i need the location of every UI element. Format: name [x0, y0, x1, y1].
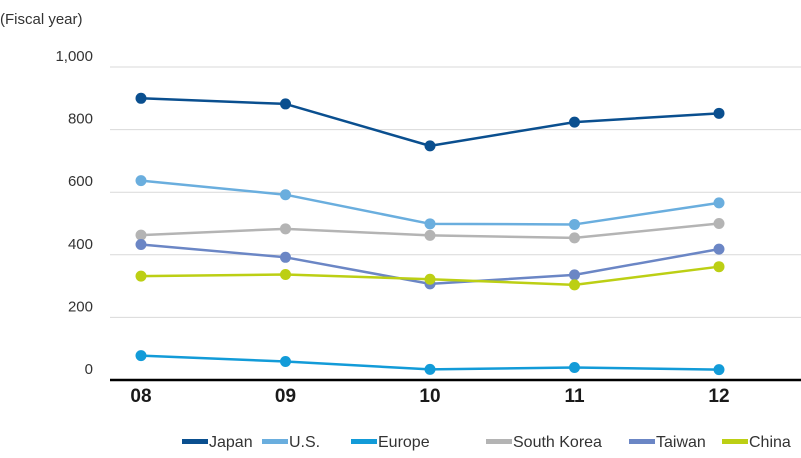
- series-japan: [135, 92, 725, 152]
- data-point: [280, 251, 291, 263]
- data-point: [569, 279, 580, 291]
- legend-swatch: [629, 439, 655, 444]
- legend-swatch: [262, 439, 288, 444]
- data-point: [713, 197, 725, 209]
- data-point: [424, 273, 436, 285]
- y-axis-ticks: 0 200 400 600 800 1,000: [55, 48, 93, 378]
- gridlines: [110, 66, 801, 382]
- legend-swatch: [351, 439, 377, 444]
- data-point: [713, 107, 725, 119]
- legend-swatch: [722, 439, 748, 444]
- data-point: [424, 363, 436, 375]
- data-point: [569, 116, 580, 128]
- data-point: [713, 243, 725, 255]
- data-point: [135, 350, 147, 362]
- data-point: [280, 189, 291, 201]
- x-tick-label: 11: [564, 386, 585, 407]
- data-point: [424, 218, 436, 230]
- legend-label: South Korea: [513, 434, 602, 451]
- legend-item: Europe: [351, 434, 430, 451]
- data-point: [280, 269, 291, 281]
- legend-item: China: [722, 434, 791, 451]
- data-point: [713, 218, 725, 229]
- data-point: [135, 270, 147, 282]
- legend: Japan U.S. Europe South Korea Taiwan China: [182, 434, 791, 451]
- legend-label: Europe: [378, 434, 430, 451]
- data-point: [569, 232, 580, 244]
- legend-swatch: [182, 439, 208, 444]
- unit-note: (Fiscal year): [0, 11, 83, 28]
- legend-swatch: [486, 439, 512, 444]
- x-tick-label: 12: [708, 386, 729, 407]
- x-axis-ticks: 08 09 10 11 12: [130, 386, 729, 407]
- data-point: [713, 261, 725, 273]
- series-lines: [135, 92, 725, 376]
- data-point: [280, 98, 291, 110]
- series-line: [140, 179, 720, 226]
- legend-item: South Korea: [486, 434, 602, 451]
- legend-label: Taiwan: [656, 434, 706, 451]
- x-tick-label: 08: [130, 386, 151, 407]
- data-point: [569, 361, 580, 373]
- data-point: [424, 229, 436, 241]
- legend-label: Japan: [209, 434, 253, 451]
- data-point: [280, 356, 291, 368]
- legend-item: U.S.: [262, 434, 320, 451]
- legend-item: Japan: [182, 434, 253, 451]
- data-point: [280, 223, 291, 235]
- data-point: [424, 140, 436, 152]
- y-tick-label: 0: [85, 361, 93, 378]
- data-point: [569, 269, 580, 281]
- y-tick-label: 600: [68, 173, 93, 190]
- y-tick-label: 800: [68, 111, 93, 128]
- y-tick-label: 1,000: [55, 48, 93, 65]
- x-tick-label: 09: [275, 386, 296, 407]
- legend-label: China: [749, 434, 791, 451]
- data-point: [135, 175, 147, 187]
- data-point: [569, 218, 580, 230]
- data-point: [713, 364, 725, 376]
- x-tick-label: 10: [419, 386, 440, 407]
- series-china: [135, 261, 725, 291]
- legend-item: Taiwan: [629, 434, 706, 451]
- data-point: [135, 92, 147, 104]
- y-tick-label: 400: [68, 236, 93, 253]
- series-u-s: [135, 175, 725, 230]
- data-point: [135, 229, 147, 241]
- legend-label: U.S.: [289, 434, 320, 451]
- series-line: [140, 97, 720, 148]
- series-south-korea: [135, 218, 725, 244]
- series-europe: [135, 350, 725, 376]
- y-tick-label: 200: [68, 298, 93, 315]
- data-point: [135, 238, 147, 250]
